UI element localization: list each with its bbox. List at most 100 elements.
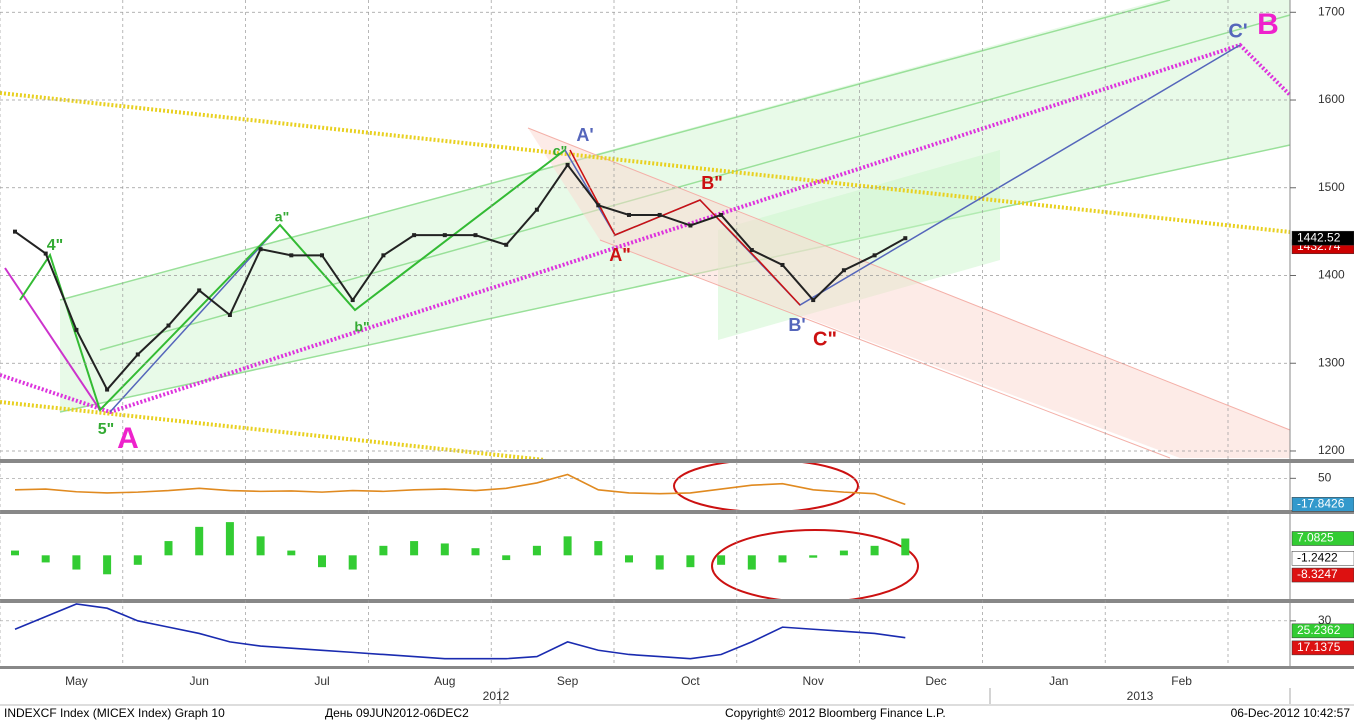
bar	[440, 543, 449, 556]
bar	[348, 555, 357, 570]
price-point	[258, 247, 263, 252]
price-point	[688, 223, 693, 228]
bar	[717, 555, 726, 565]
price-point	[43, 251, 48, 256]
footer-text: Copyright© 2012 Bloomberg Finance L.P.	[725, 706, 946, 720]
bar	[839, 550, 848, 556]
price-point	[719, 212, 724, 217]
bar	[133, 555, 142, 565]
year-label: 2013	[1127, 689, 1154, 703]
price-point	[412, 233, 417, 238]
bar	[410, 541, 419, 556]
pink-line	[599, 239, 1171, 459]
wave-label: 5"	[98, 421, 114, 438]
price-point	[289, 253, 294, 258]
bar	[41, 555, 50, 563]
value-tag-label: -1.2422	[1297, 550, 1338, 564]
drawings	[0, 0, 1354, 706]
wave-label: A"	[609, 245, 631, 265]
price-point	[473, 233, 478, 238]
price-point	[442, 233, 447, 238]
bar	[778, 555, 787, 563]
wave-label: a"	[275, 209, 289, 225]
bar	[809, 555, 818, 558]
wave-label: b"	[354, 319, 369, 335]
x-tick-label: Jan	[1049, 674, 1068, 688]
footer-text: INDEXCF Index (MICEX Index) Graph 10	[4, 706, 225, 720]
series-line	[14, 473, 906, 506]
bar	[318, 555, 326, 568]
pink-line	[527, 127, 1291, 431]
channel-line	[59, 0, 1171, 301]
bar	[256, 536, 265, 556]
y-tick-label: 30	[1318, 613, 1332, 627]
bar	[563, 536, 572, 556]
value-tag-label: 25.2362	[1297, 623, 1341, 637]
price-point	[657, 212, 662, 217]
panel-separator	[0, 510, 1354, 514]
y-tick-label: 1300	[1318, 355, 1345, 369]
x-tick-label: May	[65, 674, 88, 688]
value-tag	[1291, 567, 1354, 583]
y-tick-label: 50	[1318, 471, 1332, 485]
series-line	[14, 163, 906, 392]
value-tag	[1291, 623, 1354, 639]
bar	[471, 548, 480, 556]
channel-line	[99, 14, 1291, 351]
price-point	[227, 312, 232, 317]
price-point	[504, 242, 509, 247]
price-point	[197, 288, 202, 293]
bar	[195, 526, 204, 556]
bar	[287, 550, 296, 556]
wave-label: A	[117, 422, 139, 455]
price-point	[350, 298, 355, 303]
price-point	[320, 253, 324, 258]
x-tick-label: Jun	[190, 674, 209, 688]
bar	[532, 545, 541, 556]
price-point	[596, 203, 601, 208]
y-tick-label: 1200	[1318, 443, 1345, 457]
value-tag-label: 17.1375	[1297, 640, 1341, 654]
wave-label: c"	[553, 143, 567, 159]
bar	[625, 555, 633, 563]
y-tick-label: 1500	[1318, 180, 1345, 194]
value-tag	[1291, 497, 1354, 512]
bar	[502, 555, 511, 561]
value-tag	[1291, 531, 1354, 546]
price-point	[13, 229, 17, 234]
price-point	[811, 298, 816, 303]
panel-separator	[0, 666, 1354, 669]
bar	[747, 555, 756, 570]
value-tag	[1291, 551, 1354, 566]
value-tag	[1291, 640, 1354, 656]
bar	[225, 522, 234, 556]
price-point	[105, 387, 110, 392]
price-point	[166, 323, 171, 328]
price-point	[74, 327, 79, 332]
price-point	[841, 268, 846, 273]
price-point	[749, 248, 754, 253]
wave-label: A'	[576, 125, 593, 145]
series-line	[14, 603, 906, 660]
price-point	[534, 207, 539, 212]
bar	[164, 541, 173, 556]
bar	[901, 538, 910, 556]
value-tag-label: -17.8426	[1297, 497, 1345, 511]
price-point	[903, 236, 908, 241]
x-tick-label: Aug	[434, 674, 455, 688]
y-tick-label: 1700	[1318, 4, 1345, 18]
value-tag-label: -8.3247	[1297, 567, 1338, 581]
year-label: 2012	[483, 689, 510, 703]
footer-text: День 09JUN2012-06DEC2	[325, 706, 469, 720]
wave-label: B	[1257, 8, 1279, 41]
y-tick-label: 1600	[1318, 92, 1345, 106]
price-point	[565, 162, 570, 167]
yellow-line	[0, 91, 1291, 234]
wave-label: C"	[813, 328, 837, 350]
yellow-line	[0, 400, 546, 462]
x-tick-label: Sep	[557, 674, 579, 688]
bar	[379, 545, 388, 556]
pink-channel	[528, 128, 1290, 458]
price-point	[872, 253, 877, 258]
